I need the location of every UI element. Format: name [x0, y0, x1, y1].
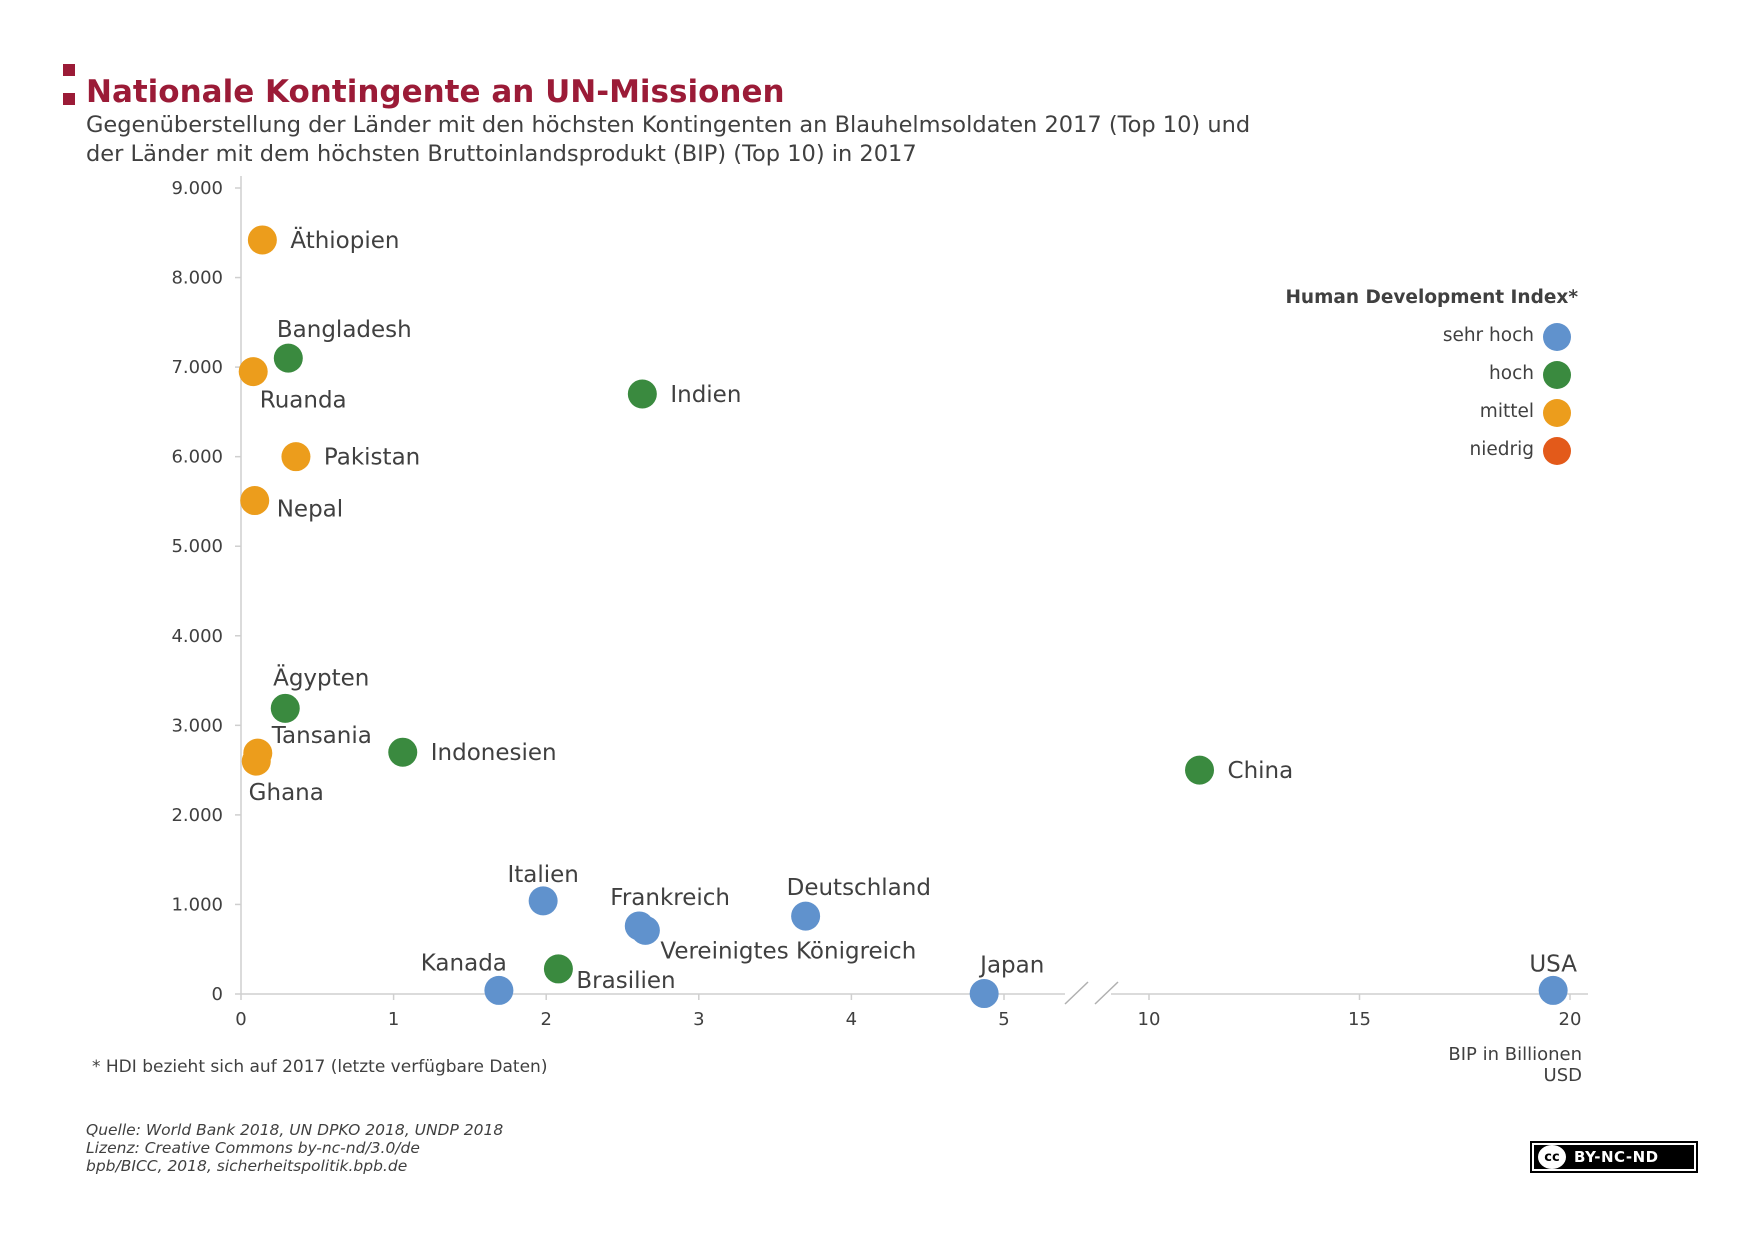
- data-label: Indonesien: [431, 740, 557, 766]
- title-marker-bottom: [63, 93, 75, 105]
- data-point: [630, 915, 660, 945]
- data-label: Deutschland: [787, 875, 931, 901]
- data-point: [247, 225, 277, 255]
- chart-title: Nationale Kontingente an UN-Missionen: [86, 74, 785, 110]
- x-tick-label: 5: [998, 1009, 1009, 1030]
- data-point: [281, 442, 311, 472]
- source-line-2: Lizenz: Creative Commons by-nc-nd/3.0/de: [86, 1139, 420, 1157]
- data-point: [388, 737, 418, 767]
- data-label: Vereinigtes Königreich: [660, 938, 916, 964]
- data-label: Ägypten: [273, 663, 369, 691]
- data-point: [1185, 755, 1215, 785]
- subtitle-line-1: Gegenüberstellung der Länder mit den höc…: [86, 112, 1251, 138]
- x-tick-label: 20: [1559, 1009, 1582, 1030]
- legend-label-sehr-hoch: sehr hoch: [1443, 325, 1534, 346]
- x-tick-label: 15: [1348, 1009, 1371, 1030]
- data-point: [484, 975, 514, 1005]
- data-label: Japan: [978, 953, 1044, 979]
- license-text: BY-NC-ND: [1574, 1148, 1659, 1166]
- data-point: [543, 954, 573, 984]
- legend-title: Human Development Index*: [1285, 287, 1578, 308]
- x-tick-label: 10: [1138, 1009, 1161, 1030]
- x-axis-title: BIP in Billionen: [1448, 1044, 1582, 1065]
- data-label: Ghana: [249, 780, 324, 806]
- y-tick-label: 1.000: [171, 894, 223, 915]
- data-label: Nepal: [277, 497, 343, 523]
- legend-label-hoch: hoch: [1489, 363, 1534, 384]
- x-tick-label: 4: [846, 1009, 857, 1030]
- data-point: [273, 343, 303, 373]
- data-point: [627, 379, 657, 409]
- data-label: Indien: [670, 382, 741, 408]
- data-label: Pakistan: [324, 445, 420, 471]
- data-label: Ruanda: [260, 388, 347, 414]
- y-tick-label: 8.000: [171, 268, 223, 289]
- data-label: Brasilien: [576, 968, 675, 994]
- axis-break-mark: [1064, 981, 1089, 1005]
- data-label: Bangladesh: [277, 317, 412, 343]
- y-tick-label: 4.000: [171, 626, 223, 647]
- x-tick-label: 1: [388, 1009, 399, 1030]
- legend-label-mittel: mittel: [1480, 401, 1534, 422]
- y-tick-label: 9.000: [171, 178, 223, 199]
- y-tick-label: 3.000: [171, 715, 223, 736]
- y-tick-label: 7.000: [171, 357, 223, 378]
- legend-swatch-mittel: [1543, 399, 1571, 427]
- data-label: China: [1228, 758, 1294, 784]
- subtitle-line-2: der Länder mit dem höchsten Bruttoinland…: [86, 141, 917, 167]
- data-label: USA: [1529, 951, 1577, 977]
- data-point: [1538, 975, 1568, 1005]
- data-point: [270, 693, 300, 723]
- data-label: Kanada: [421, 950, 507, 976]
- y-tick-label: 2.000: [171, 805, 223, 826]
- y-tick-label: 5.000: [171, 536, 223, 557]
- data-point: [969, 979, 999, 1009]
- data-point: [528, 886, 558, 916]
- source-line-1: Quelle: World Bank 2018, UN DPKO 2018, U…: [86, 1121, 504, 1139]
- y-tick-label: 6.000: [171, 447, 223, 468]
- x-tick-label: 2: [540, 1009, 551, 1030]
- legend-label-niedrig: niedrig: [1470, 439, 1534, 460]
- legend-swatch-hoch: [1543, 361, 1571, 389]
- data-label: Äthiopien: [290, 226, 399, 254]
- y-tick-label: 0: [212, 984, 223, 1005]
- hdi-footnote: * HDI bezieht sich auf 2017 (letzte verf…: [92, 1057, 548, 1077]
- data-label: Italien: [507, 862, 578, 888]
- legend-swatch-sehr-hoch: [1543, 323, 1571, 351]
- data-point: [791, 901, 821, 931]
- source-line-3: bpb/BICC, 2018, sicherheitspolitik.bpb.d…: [86, 1157, 408, 1175]
- data-label: Frankreich: [610, 885, 730, 911]
- title-marker-top: [63, 64, 75, 76]
- x-tick-label: 0: [235, 1009, 246, 1030]
- axis-break-mark: [1094, 981, 1119, 1005]
- cc-icon: cc: [1538, 1145, 1566, 1169]
- x-tick-label: 3: [693, 1009, 704, 1030]
- x-axis-title: USD: [1544, 1065, 1582, 1086]
- data-point: [241, 746, 271, 776]
- license-badge: cc BY-NC-ND: [1530, 1141, 1698, 1173]
- legend-swatch-niedrig: [1543, 437, 1571, 465]
- data-point: [238, 357, 268, 387]
- data-point: [240, 486, 270, 516]
- data-label: Tansania: [271, 723, 372, 749]
